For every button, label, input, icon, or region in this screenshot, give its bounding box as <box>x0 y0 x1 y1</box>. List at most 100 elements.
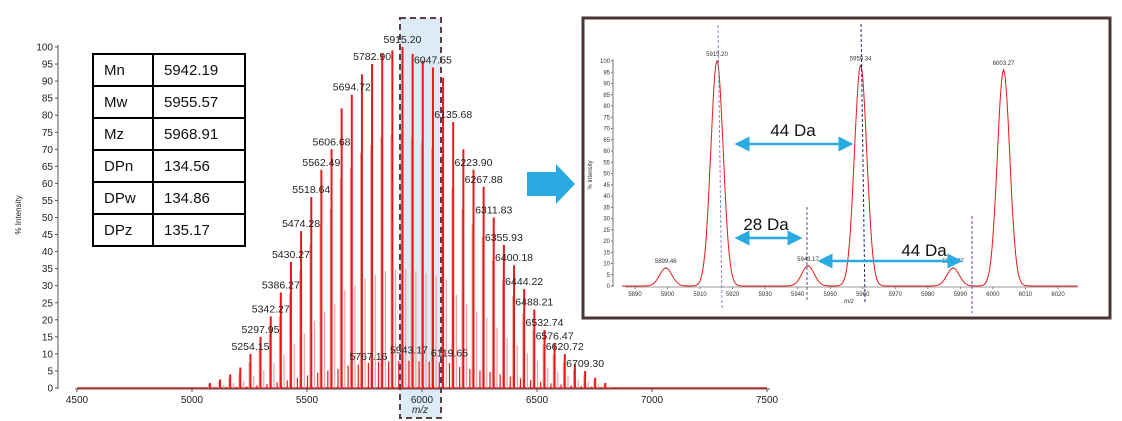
stat-label: DPn <box>92 149 154 183</box>
inset-peak-label: 5899.46 <box>655 259 677 265</box>
inset-peak-apex <box>860 64 862 67</box>
y-tick-label: 100 <box>36 43 53 54</box>
stat-label: Mz <box>92 117 154 151</box>
inset-y-tick-label: 25 <box>603 228 610 234</box>
inset-y-tick-label: 35 <box>603 205 610 211</box>
stat-value: 134.86 <box>152 181 246 215</box>
inset-x-tick-label: 5920 <box>726 292 740 298</box>
stat-label: DPz <box>92 213 154 247</box>
peak-label: 5342.27 <box>252 303 290 315</box>
peak-label: 6311.83 <box>475 205 512 217</box>
zoom-highlight-frame <box>399 17 442 419</box>
y-tick-label: 90 <box>42 77 54 88</box>
peak-label: 5562.49 <box>302 157 340 169</box>
y-tick-label: 10 <box>42 349 54 360</box>
peak-label: 6267.88 <box>465 174 503 186</box>
table-row: DPw 134.86 <box>92 181 246 215</box>
table-row: Mz 5968.91 <box>92 117 246 151</box>
inset-peak-label: 6003.27 <box>993 61 1015 67</box>
stat-value: 5955.57 <box>152 85 246 119</box>
peak-label: 6400.18 <box>495 252 533 264</box>
inset-y-tick-label: 30 <box>603 217 610 223</box>
inset-x-tick-label: 5940 <box>791 292 805 298</box>
inset-x-tick-label: 5930 <box>758 292 772 298</box>
x-tick-label: 4500 <box>66 395 89 406</box>
inset-peak-apex <box>807 265 809 267</box>
x-tick-label: 7500 <box>756 395 779 406</box>
peak-label: 6119.65 <box>431 348 468 360</box>
peak-label: 5694.72 <box>333 82 371 94</box>
y-tick-label: 95 <box>42 60 54 71</box>
inset-y-tick-label: 100 <box>600 59 611 65</box>
stat-value: 134.56 <box>152 149 246 183</box>
inset-y-tick-label: 0 <box>607 284 611 290</box>
y-tick-label: 40 <box>42 247 54 258</box>
inset-peak-apex <box>665 267 667 269</box>
stat-value: 5968.91 <box>152 117 246 151</box>
y-tick-label: 25 <box>42 298 54 309</box>
peak-label: 5386.27 <box>262 280 300 292</box>
peak-label: 5474.28 <box>282 218 320 230</box>
inset-y-tick-label: 60 <box>603 149 610 155</box>
y-tick-label: 30 <box>42 281 54 292</box>
molecular-weight-table: Mn 5942.19 Mw 5955.57 Mz 5968.91 DPn 134.56 … <box>92 53 246 247</box>
inset-x-tick-label: 5950 <box>824 292 838 298</box>
inset-x-tick-label: 6020 <box>1051 292 1065 298</box>
x-tick-label: 5500 <box>296 395 319 406</box>
inset-peak-apex <box>716 60 718 62</box>
x-tick-label: 7000 <box>641 395 664 406</box>
inset-x-axis-label: m/z <box>844 299 854 305</box>
peak-label: 6709.30 <box>566 358 604 370</box>
inset-y-tick-label: 80 <box>603 104 610 110</box>
peak-label: 6135.68 <box>434 109 472 121</box>
inset-y-tick-label: 5 <box>607 273 611 279</box>
inset-x-tick-label: 5960 <box>856 292 870 298</box>
guide-line-5915 <box>717 24 723 309</box>
x-tick-label: 5000 <box>181 395 204 406</box>
inset-y-tick-label: 75 <box>603 115 610 121</box>
inset-x-tick-label: 5970 <box>889 292 903 298</box>
peak-label: 6488.21 <box>515 297 553 309</box>
peak-label: 6532.74 <box>526 317 564 329</box>
inset-x-tick-label: 6010 <box>1019 292 1033 298</box>
inset-peak-apex <box>1002 69 1005 71</box>
table-row: Mn 5942.19 <box>92 53 246 87</box>
y-tick-label: 35 <box>42 264 54 275</box>
inset-x-tick-label: 5890 <box>628 292 642 298</box>
peak-label: 5430.27 <box>272 249 310 261</box>
inset-x-tick-label: 5910 <box>693 292 707 298</box>
y-tick-label: 45 <box>42 230 54 241</box>
right-arrow-icon <box>527 164 575 204</box>
inset-y-tick-label: 10 <box>603 262 610 268</box>
inset-y-axis-label: % Intensity <box>588 160 594 189</box>
inset-x-tick-label: 5990 <box>954 292 968 298</box>
annotation-28da: 28 Da <box>743 215 789 234</box>
inset-spectrum-line <box>622 60 1078 287</box>
inset-y-tick-label: 15 <box>603 250 610 256</box>
inset-x-tick-label: 6000 <box>986 292 1000 298</box>
y-tick-label: 20 <box>42 315 54 326</box>
inset-y-tick-label: 95 <box>603 70 610 76</box>
y-tick-label: 0 <box>47 384 53 395</box>
peak-label: 6620.72 <box>546 341 584 353</box>
inset-peak-apex <box>952 267 954 269</box>
inset-y-tick-label: 45 <box>603 183 610 189</box>
main-y-axis-label: % Intensity <box>14 195 23 234</box>
zoom-highlight-region <box>400 18 441 418</box>
inset-peak-label: 5915.20 <box>706 52 728 58</box>
inset-y-tick-label: 70 <box>603 127 610 133</box>
table-row: DPn 134.56 <box>92 149 246 183</box>
y-tick-label: 15 <box>42 332 54 343</box>
inset-y-tick-label: 85 <box>603 93 610 99</box>
peak-label: 5943.17 <box>390 344 428 356</box>
stat-label: Mn <box>92 53 154 87</box>
inset-peak-label: 5943.17 <box>797 257 819 263</box>
annotation-44da-bottom: 44 Da <box>901 241 947 260</box>
x-tick-label: 6000 <box>411 395 434 406</box>
stat-label: DPw <box>92 181 154 215</box>
peak-label: 5915.20 <box>384 34 422 46</box>
inset-frame <box>581 16 1112 320</box>
peak-label: 5254.15 <box>231 341 269 353</box>
peak-label: 6576.47 <box>536 331 574 343</box>
